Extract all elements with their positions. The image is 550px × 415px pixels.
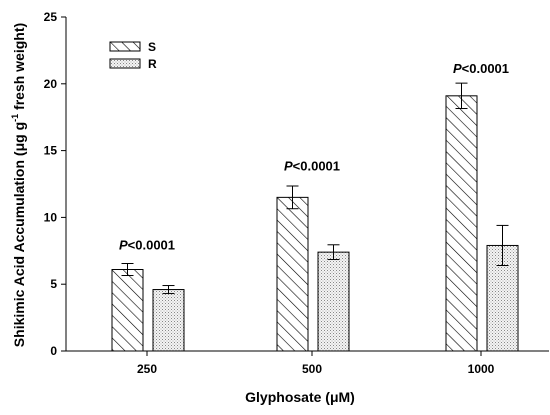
y-axis-title-sup: -1 [10, 114, 20, 122]
annotation-500: P<0.0001 [284, 159, 340, 174]
bar-r-500 [317, 251, 350, 352]
legend-label-s: S [148, 40, 156, 54]
y-tick-label-5: 5 [50, 277, 57, 291]
x-tick-label-500: 500 [302, 362, 322, 376]
legend: S R [109, 40, 157, 71]
annotation-250: P<0.0001 [119, 237, 175, 252]
x-tick-label-250: 250 [137, 362, 157, 376]
y-tick-label-10: 10 [44, 210, 58, 224]
bar-r-250 [152, 289, 185, 352]
bar-s-500 [276, 196, 309, 352]
annotation-1000: P<0.0001 [453, 61, 509, 76]
bar-s-1000 [445, 95, 478, 352]
y-tick-label-25: 25 [44, 10, 58, 24]
y-axis-title-tail: fresh weight) [11, 23, 27, 114]
y-tick-label-20: 20 [44, 77, 58, 91]
y-tick-label-15: 15 [44, 144, 58, 158]
legend-label-r: R [148, 57, 157, 71]
x-tick-label-1000: 1000 [468, 362, 495, 376]
y-axis-title-main: Shikimic Acid Accumulation (μg g [11, 122, 27, 347]
x-axis-title: Glyphosate (μM) [245, 389, 355, 405]
bar-s-250 [111, 269, 144, 352]
y-axis-title: Shikimic Acid Accumulation (μg g-1 fresh… [10, 23, 27, 347]
y-tick-label-0: 0 [50, 344, 57, 358]
legend-swatch-s [109, 41, 141, 52]
legend-swatch-r [109, 58, 141, 69]
